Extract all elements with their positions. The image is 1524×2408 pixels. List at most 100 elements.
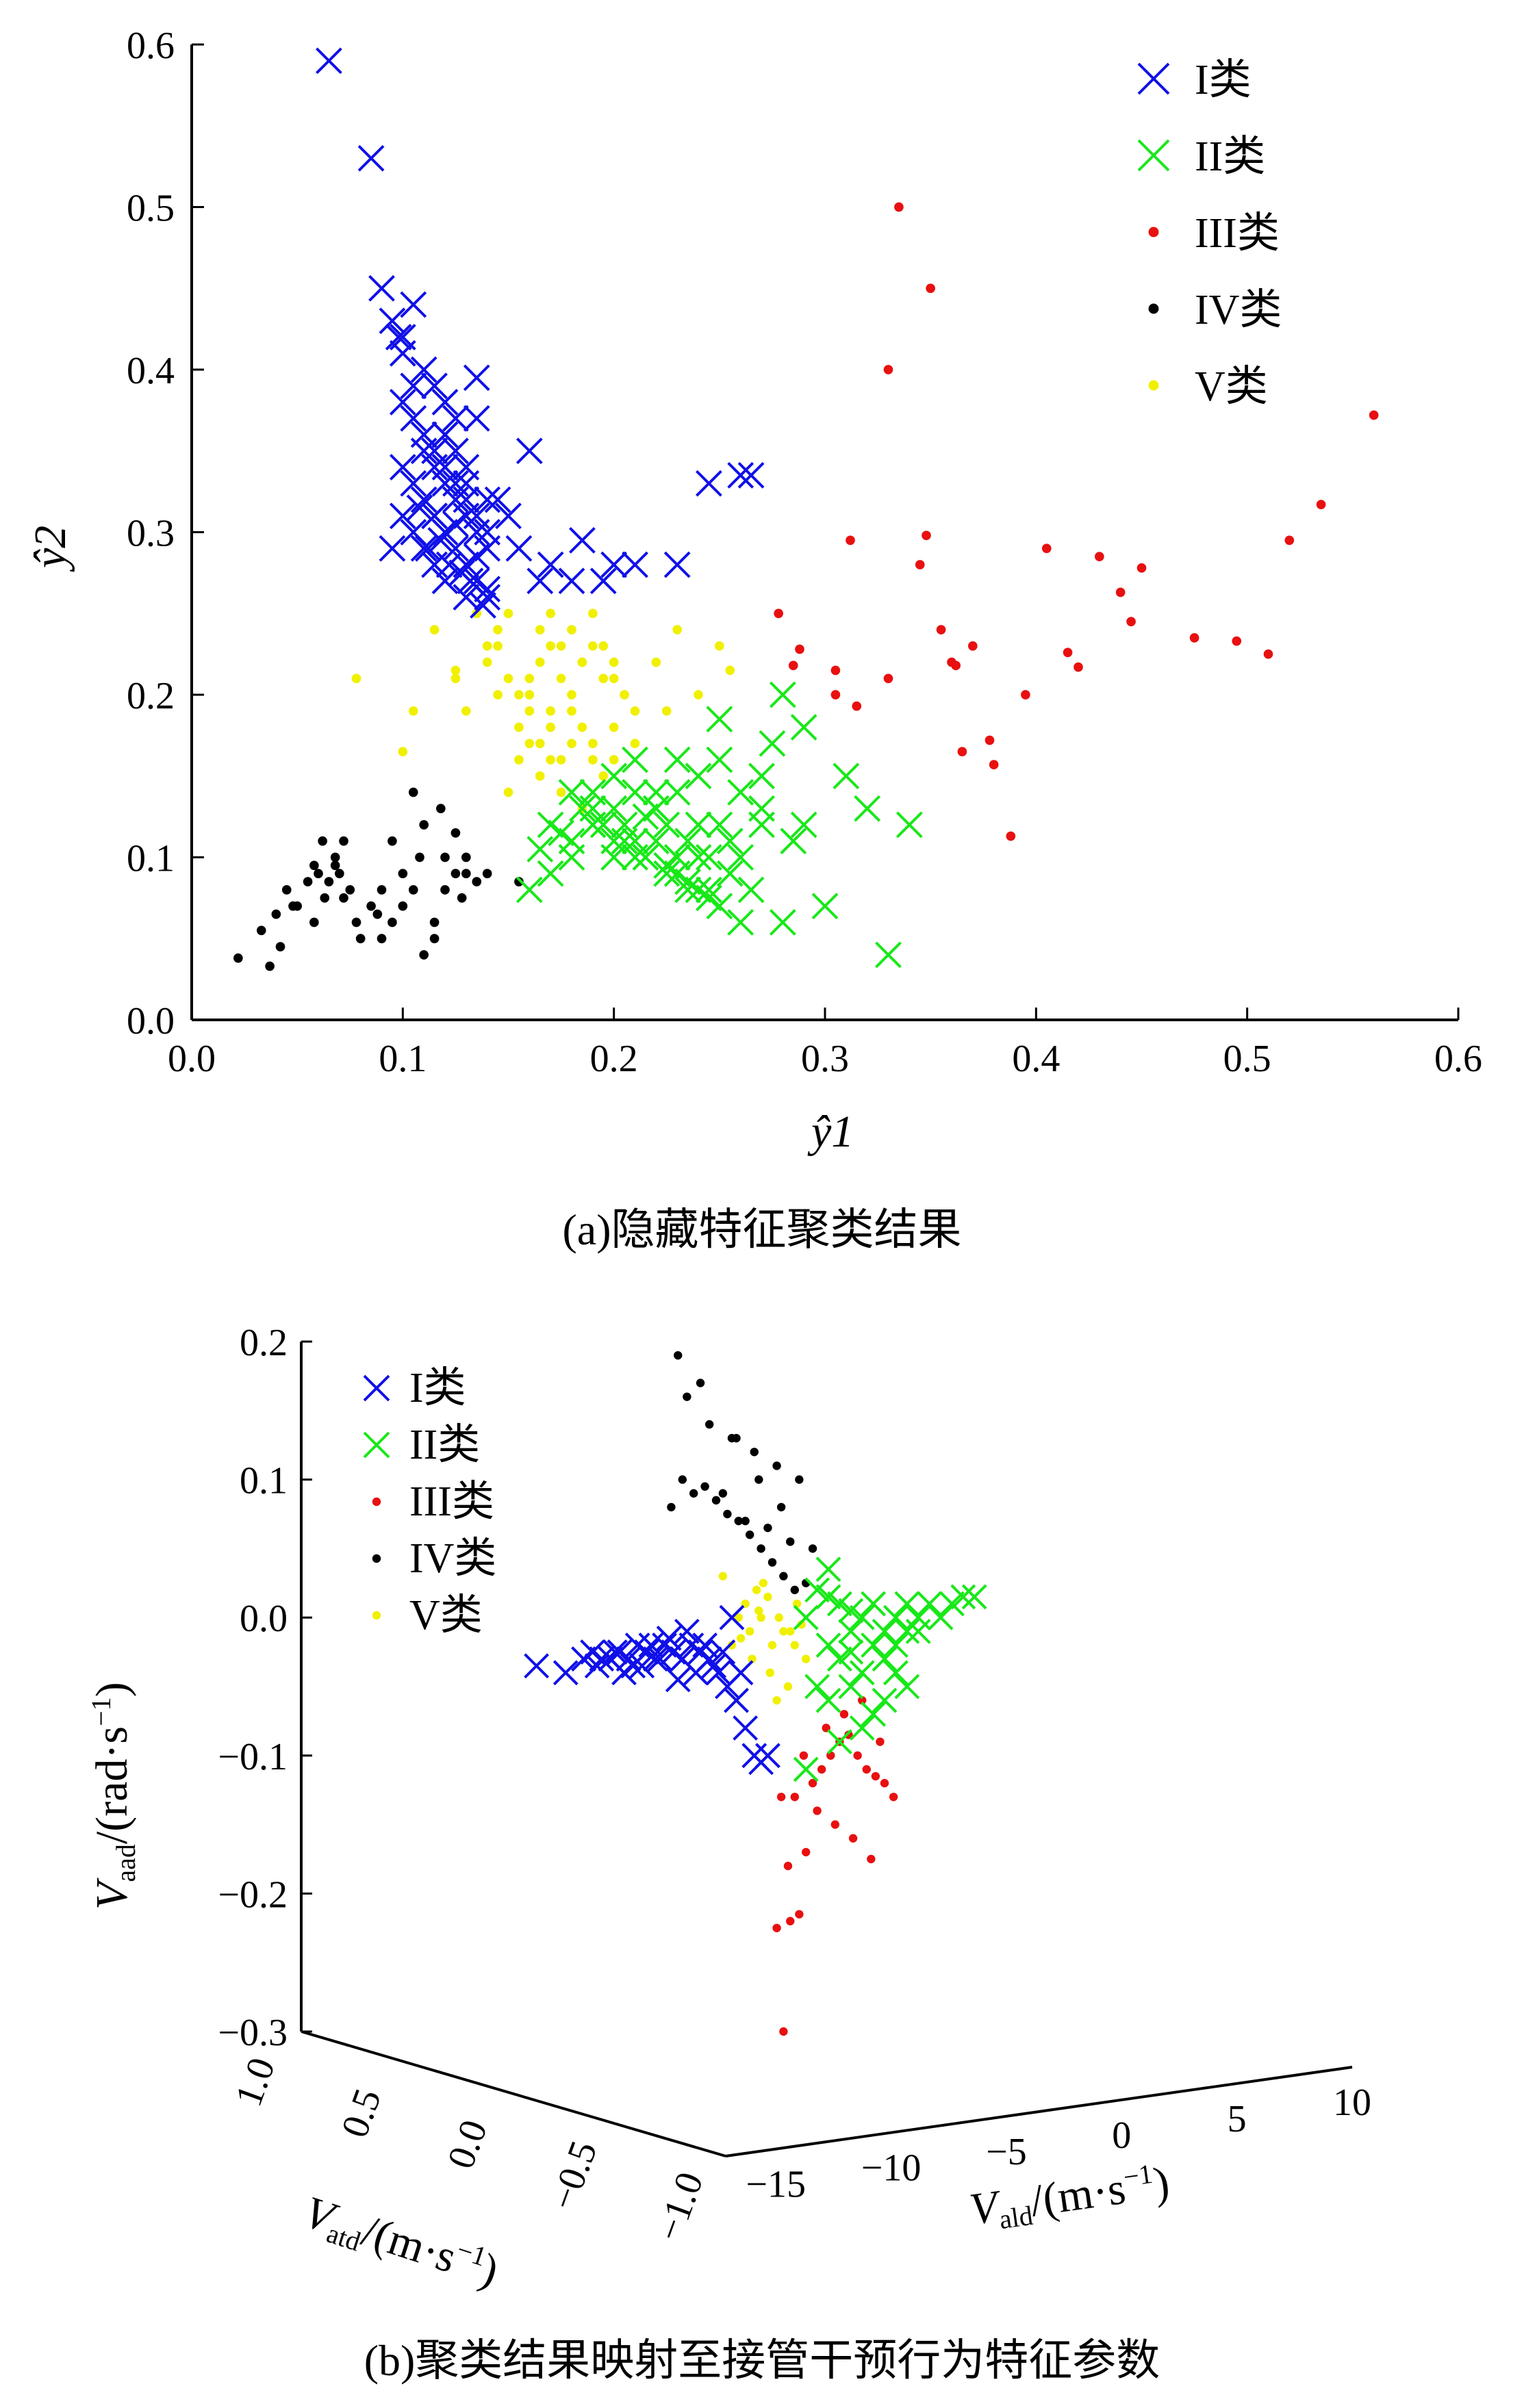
panel-b-point-II (861, 1591, 887, 1617)
panel-a-point-IV (450, 828, 461, 838)
panel-a-point-I (400, 405, 427, 432)
panel-b-y-label: Vatd/(m·s−1) (297, 2186, 505, 2301)
panel-b-legend-label-II: II类 (409, 1422, 480, 1468)
panel-a-point-V (524, 739, 535, 749)
panel-b-point-IV (750, 1448, 759, 1457)
panel-a-point-I (400, 291, 427, 318)
panel-b-point-IV (689, 1489, 698, 1498)
panel-a-point-II (526, 836, 554, 863)
panel-a-point-IV (440, 885, 450, 895)
panel-a-point-IV (335, 869, 344, 879)
panel-a-point-I (406, 494, 433, 522)
panel-b-point-V (802, 1654, 811, 1663)
panel-a-point-V (651, 657, 661, 667)
panel-a-point-IV (398, 869, 408, 879)
panel-b-point-III (799, 1751, 809, 1760)
panel-a-point-III (788, 661, 798, 671)
panel-a-point-I (470, 591, 496, 619)
panel-a-point-II (611, 828, 638, 855)
panel-a-point-IV (303, 877, 313, 886)
panel-a-point-III (1041, 543, 1052, 554)
panel-b-point-III (848, 1834, 858, 1843)
panel-a-point-V (546, 641, 555, 651)
panel-a-point-II (674, 868, 701, 895)
panel-a-point-V (567, 706, 576, 716)
panel-b-point-V (767, 1641, 777, 1650)
panel-a-legend-marker-III (1148, 227, 1159, 238)
panel-a-point-I (442, 437, 469, 465)
panel-a-point-III (883, 674, 893, 684)
panel-b-point-I (643, 1646, 668, 1672)
panel-b-point-III (839, 1710, 849, 1719)
panel-a-point-II (600, 844, 628, 871)
panel-a-point-III (795, 644, 804, 654)
panel-b-point-I (589, 1646, 615, 1672)
panel-b-legend-marker-V (372, 1611, 381, 1620)
panel-a-point-V (588, 739, 598, 749)
panel-b-point-I (656, 1626, 682, 1651)
panel-a-point-III (1021, 690, 1030, 700)
panel-a-point-I (431, 421, 459, 448)
panel-b-point-III (830, 1820, 840, 1829)
panel-a-legend-label-V: V类 (1195, 363, 1268, 410)
panel-a-point-V (609, 674, 619, 684)
panel-a-point-V (398, 747, 408, 756)
panel-a-point-V (567, 625, 576, 635)
panel-a-point-IV (320, 893, 330, 903)
panel-a-points (233, 47, 1379, 971)
panel-a-point-II (558, 779, 585, 806)
panel-a-point-I (421, 372, 448, 400)
panel-b-legend-label-I: I类 (409, 1365, 466, 1411)
panel-a-point-V (535, 625, 545, 635)
panel-b-point-V (734, 1613, 744, 1622)
panel-a-point-II (696, 884, 722, 912)
panel-a-point-V (482, 657, 492, 667)
panel-b-legend-marker-I (363, 1374, 390, 1402)
panel-b-point-I (615, 1646, 642, 1672)
panel-b-point-V (765, 1668, 774, 1678)
panel-a-point-IV (330, 860, 340, 871)
panel-b-point-IV (741, 1516, 750, 1526)
panel-b-point-II (826, 1591, 852, 1617)
panel-b-point-IV (674, 1350, 683, 1360)
panel-a-point-I (410, 535, 437, 562)
panel-a-point-III (947, 657, 956, 667)
panel-a-point-III (936, 625, 946, 635)
panel-b-y-tick-label: 0.0 (440, 2114, 496, 2174)
panel-b-point-II (793, 1756, 819, 1782)
panel-a-point-II (632, 844, 659, 871)
panel-a-point-V (661, 706, 672, 716)
panel-a-point-IV (318, 836, 327, 846)
panel-a-point-II (622, 779, 648, 806)
panel-b-point-V (754, 1606, 763, 1615)
panel-b-point-II (804, 1577, 830, 1603)
panel-a-point-II (854, 795, 881, 822)
panel-a-point-II (685, 876, 712, 904)
panel-b-point-II (849, 1604, 875, 1630)
panel-a-point-II (674, 828, 701, 855)
panel-a-point-III (915, 560, 925, 569)
panel-b-point-I (683, 1660, 709, 1686)
panel-a-point-V (493, 641, 503, 651)
panel-a-point-V (461, 706, 471, 716)
panel-a-point-I (474, 535, 501, 562)
panel-a-point-V (598, 674, 609, 684)
panel-a-point-II (706, 893, 733, 920)
panel-a-point-I (414, 535, 442, 562)
panel-a-point-I (442, 405, 469, 432)
panel-a-hidden-feature-clustering: 0.0 0.1 0.2 0.3 0.4 0.5 0.6 0.0 0.1 0.2 0.3 0.4 0.5 0… (25, 25, 1482, 1254)
panel-b-x-tick-label: 0 (1112, 2114, 1131, 2157)
panel-a-point-I (410, 356, 437, 383)
panel-a-point-II (548, 819, 574, 847)
panel-b-point-IV (779, 1572, 788, 1580)
panel-a-point-I (696, 470, 722, 497)
panel-b-point-I (728, 1660, 754, 1686)
panel-b-legend: I类 II类 III类 IV类 V类 (363, 1365, 496, 1639)
panel-b-point-II (838, 1598, 864, 1624)
panel-b-point-III (862, 1765, 871, 1774)
panel-a-point-IV (398, 901, 408, 911)
panel-b-point-IV (700, 1482, 709, 1491)
panel-a-point-I (410, 486, 437, 513)
panel-a-point-II (642, 795, 670, 822)
